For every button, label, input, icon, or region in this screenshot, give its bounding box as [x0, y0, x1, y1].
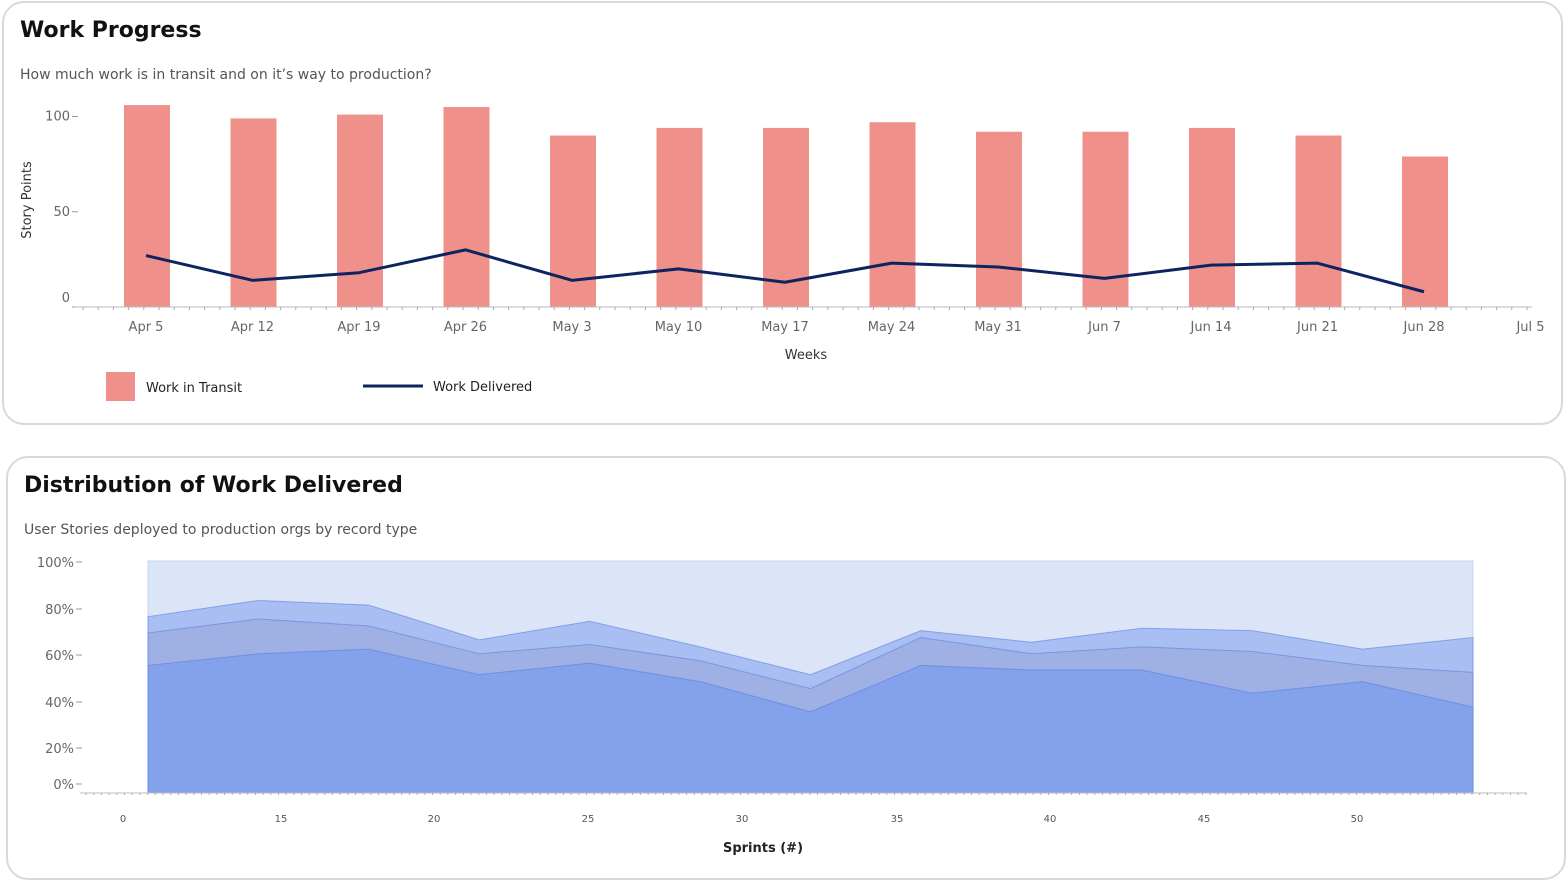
x-tick-label: May 17 [761, 320, 809, 335]
work-progress-chart: 0 50 100 Apr 5 Apr 12 Apr 19 Apr 26 May 3 May 1… [20, 105, 1545, 401]
x-tick-label: 15 [275, 814, 288, 825]
x-tick-label: 0 [120, 814, 126, 825]
y-axis-title: Story Points [20, 161, 35, 239]
x-tick-label: Apr 26 [444, 320, 487, 335]
x-tick-label: May 31 [974, 320, 1022, 335]
x-tick-label: 35 [891, 814, 904, 825]
distribution-title: Distribution of Work Delivered [24, 473, 403, 498]
y-tick-label: 100 [45, 110, 70, 125]
x-tick-label: Jun 21 [1296, 320, 1338, 335]
x-tick-label: Jun 28 [1403, 320, 1445, 335]
x-tick-label: 50 [1351, 814, 1364, 825]
legend-transit-swatch [106, 372, 135, 401]
x-tick-label: 20 [428, 814, 441, 825]
x-tick-label: 40 [1044, 814, 1057, 825]
transit-bar [1402, 156, 1448, 307]
x-tick-label: Jun 14 [1190, 320, 1232, 335]
x-tick-label: 30 [736, 814, 749, 825]
transit-bar [443, 106, 490, 307]
x-tick-label: Apr 19 [337, 320, 380, 335]
x-tick-label: Apr 12 [231, 320, 274, 335]
x-tick-label: Jun 7 [1087, 320, 1121, 335]
y-tick-label: 0% [53, 778, 74, 793]
legend: Work in Transit Work Delivered [106, 372, 532, 401]
transit-bar [976, 131, 1022, 307]
x-tick-label: May 3 [552, 320, 591, 335]
transit-bar [1082, 131, 1129, 307]
area-series-0 [147, 648, 1474, 794]
x-axis-title-sprints: Sprints (#) [723, 841, 803, 856]
transit-bar [656, 127, 703, 308]
legend-delivered-label: Work Delivered [433, 380, 532, 395]
work-progress-subtitle: How much work is in transit and on it’s … [20, 67, 432, 83]
x-tick-label: Apr 5 [129, 320, 164, 335]
y-tick-label: 50 [53, 205, 70, 220]
y-tick-label: 80% [45, 603, 74, 618]
transit-bar [337, 114, 383, 307]
transit-bar [124, 105, 170, 307]
y-tick-label: 60% [45, 649, 74, 664]
work-progress-title: Work Progress [20, 18, 202, 43]
x-tick-label: May 10 [655, 320, 703, 335]
x-tick-label: May 24 [868, 320, 916, 335]
legend-transit-label: Work in Transit [146, 381, 242, 396]
transit-bar [1189, 127, 1235, 308]
x-axis-title: Weeks [785, 348, 828, 363]
transit-bar [869, 122, 916, 307]
y-tick-label: 40% [45, 696, 74, 711]
y-tick-label: 20% [45, 742, 74, 757]
y-tick-label: 0 [62, 291, 70, 306]
x-tick-label: 25 [582, 814, 595, 825]
transit-bar [763, 127, 809, 308]
x-tick-label: Jul 5 [1515, 320, 1544, 335]
transit-bar [1295, 135, 1342, 307]
distribution-subtitle: User Stories deployed to production orgs… [24, 522, 418, 538]
work-delivered-line [145, 248, 1425, 294]
x-tick-label: 45 [1198, 814, 1211, 825]
y-tick-label: 100% [37, 556, 74, 571]
distribution-chart: 0% 20% 40% 60% 80% 100% 0 15 20 25 30 35 40 45 50 Spr… [37, 556, 1527, 856]
